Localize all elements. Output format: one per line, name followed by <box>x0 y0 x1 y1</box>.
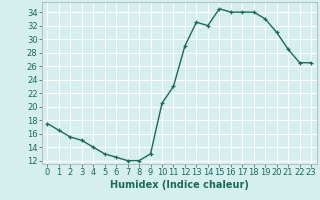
X-axis label: Humidex (Indice chaleur): Humidex (Indice chaleur) <box>110 180 249 190</box>
